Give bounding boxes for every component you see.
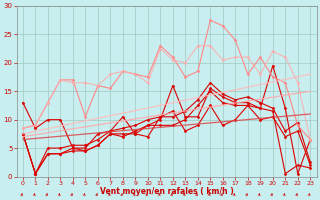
X-axis label: Vent moyen/en rafales ( km/h ): Vent moyen/en rafales ( km/h ) [100,187,234,196]
